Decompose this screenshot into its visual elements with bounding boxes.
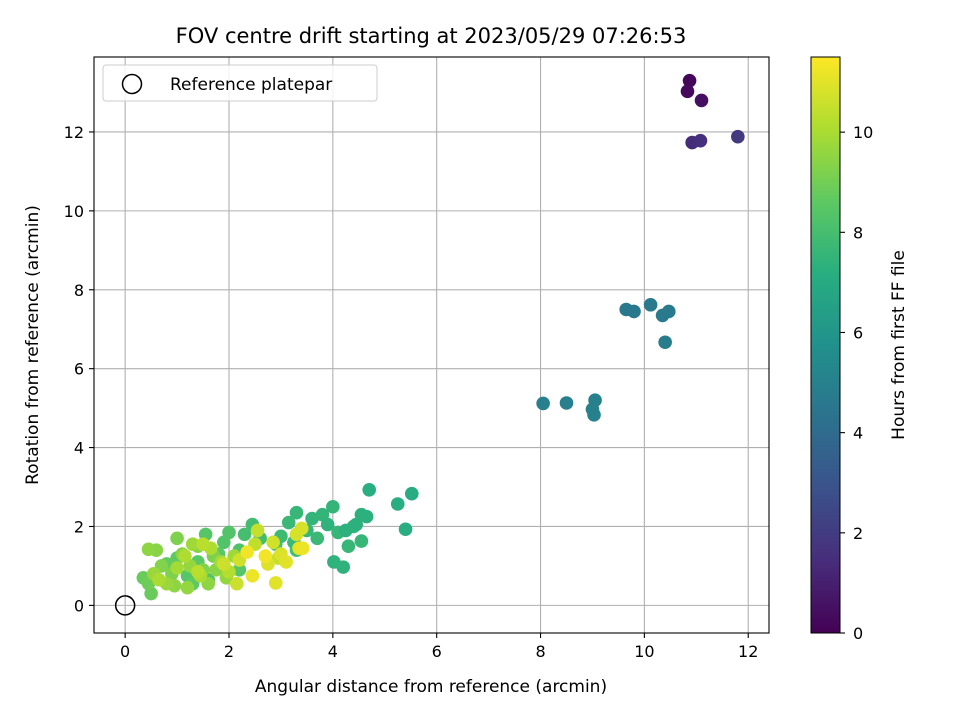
data-point	[680, 84, 695, 99]
data-point	[588, 393, 602, 408]
colorbar-ticks: 0 2 4 6 8 10	[840, 123, 873, 643]
data-point	[404, 486, 419, 501]
x-tick-label: 2	[224, 642, 234, 661]
data-point	[390, 497, 405, 511]
legend-label: Reference platepar	[170, 75, 332, 95]
data-point	[170, 531, 184, 546]
data-points	[136, 73, 745, 601]
data-point	[354, 534, 369, 548]
data-point	[349, 517, 364, 532]
data-point	[180, 580, 195, 595]
data-point	[217, 535, 231, 550]
colorbar: 0 2 4 6 8 10 Hours from first FF file	[810, 56, 909, 643]
plot-frame	[93, 56, 770, 634]
data-point	[266, 535, 280, 550]
data-point	[237, 527, 252, 542]
data-point	[682, 73, 697, 88]
colorbar-tick-label: 10	[853, 123, 873, 142]
data-point	[693, 133, 708, 148]
legend: Reference platepar	[102, 64, 378, 102]
data-point	[250, 523, 265, 538]
colorbar-tick-label: 2	[853, 524, 863, 543]
data-point	[258, 549, 273, 563]
colorbar-tick-label: 6	[853, 323, 863, 342]
data-point	[310, 531, 325, 546]
data-point	[305, 511, 319, 526]
y-tick-label: 12	[64, 123, 84, 142]
data-point	[281, 515, 296, 530]
data-point	[170, 561, 184, 575]
data-point	[398, 522, 413, 537]
data-point	[245, 568, 260, 583]
data-point	[229, 576, 244, 591]
data-point	[731, 129, 745, 144]
colorbar-tick-label: 0	[853, 624, 863, 643]
data-point	[362, 482, 376, 497]
data-point	[268, 576, 283, 590]
y-tick-label: 4	[74, 439, 84, 458]
data-point	[141, 542, 156, 557]
chart-title: FOV centre drift starting at 2023/05/29 …	[176, 24, 687, 48]
data-point	[587, 408, 601, 422]
y-tick-label: 8	[74, 281, 84, 300]
x-tick-label: 4	[328, 642, 338, 661]
y-tick-label: 2	[74, 517, 84, 536]
data-point	[240, 545, 254, 559]
colorbar-gradient	[810, 56, 841, 634]
data-point	[295, 541, 310, 555]
data-point	[232, 563, 247, 577]
data-point	[661, 304, 676, 319]
data-point	[152, 572, 166, 587]
x-tick-label: 6	[432, 642, 442, 661]
data-point	[341, 539, 356, 554]
x-axis-ticks: 0 2 4 6 8 10 12	[120, 633, 758, 661]
grid-lines	[94, 57, 769, 633]
colorbar-tick-label: 4	[853, 424, 863, 443]
data-point	[658, 335, 672, 350]
y-tick-label: 6	[74, 360, 84, 379]
data-point	[289, 527, 304, 542]
data-point	[178, 549, 192, 563]
x-tick-label: 10	[634, 642, 654, 661]
data-point	[643, 297, 658, 312]
x-axis-label: Angular distance from reference (arcmin)	[255, 677, 607, 697]
data-point	[196, 537, 210, 552]
data-point	[536, 396, 550, 411]
x-tick-label: 8	[535, 642, 545, 661]
x-tick-label: 0	[120, 642, 130, 661]
data-point	[627, 304, 641, 319]
data-point	[279, 555, 293, 569]
legend-marker-icon	[121, 73, 143, 95]
y-tick-label: 0	[74, 596, 84, 615]
data-point	[327, 555, 341, 569]
data-point	[185, 537, 200, 552]
data-point	[359, 509, 374, 524]
data-point	[289, 505, 304, 520]
reference-platepar-marker	[114, 595, 136, 616]
x-tick-label: 12	[738, 642, 758, 661]
data-point	[559, 396, 574, 410]
y-axis-ticks: 0 2 4 6 8 10 12	[64, 123, 94, 615]
y-axis-label: Rotation from reference (arcmin)	[23, 205, 43, 485]
data-point	[217, 557, 231, 571]
data-point	[320, 517, 335, 532]
colorbar-label: Hours from first FF file	[889, 250, 909, 440]
y-tick-label: 10	[64, 202, 84, 221]
data-point	[694, 93, 709, 108]
data-point	[339, 523, 353, 538]
legend-box	[102, 64, 378, 102]
data-point	[326, 499, 340, 514]
colorbar-tick-label: 8	[853, 223, 863, 242]
data-point	[191, 565, 205, 579]
